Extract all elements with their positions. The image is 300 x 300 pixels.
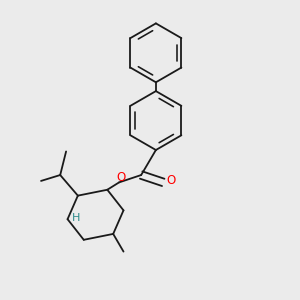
Text: O: O <box>116 171 125 184</box>
Text: O: O <box>166 173 176 187</box>
Text: H: H <box>72 213 80 223</box>
